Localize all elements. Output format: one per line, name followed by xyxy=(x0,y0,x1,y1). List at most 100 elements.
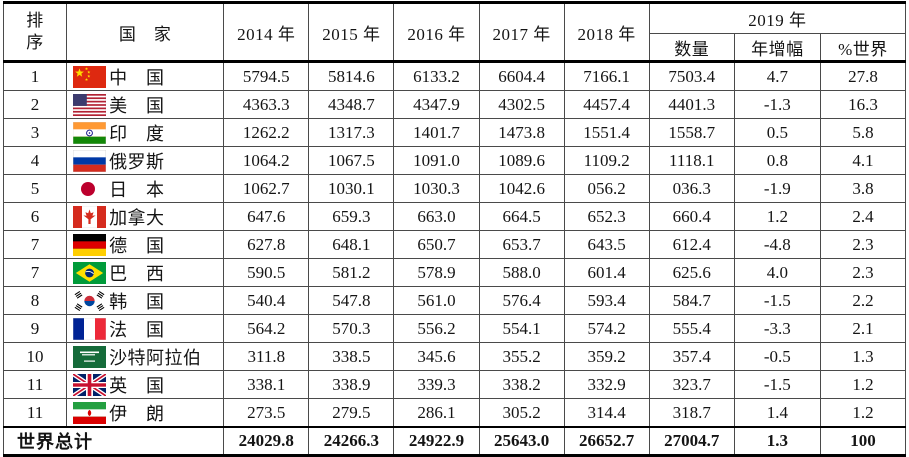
table-row: 1 中 国 5794.5 5814.6 6133.2 6604.4 7166.1 7503.4… xyxy=(2,61,907,91)
table-footer: 世界总计 24029.8 24266.3 24922.9 25643.0 26652.7… xyxy=(2,426,907,456)
country-name: 印 度 xyxy=(109,123,165,144)
table-header: 排序 国 家 2014 年 2015 年 2016 年 2017 年 2018 … xyxy=(2,2,907,62)
country-name: 加拿大 xyxy=(109,207,165,228)
value-cell: 570.3 xyxy=(308,314,395,343)
flag-ru-icon xyxy=(73,149,107,172)
value-cell: 2.1 xyxy=(819,314,907,343)
header-quantity: 数量 xyxy=(648,33,735,62)
value-cell: 314.4 xyxy=(563,398,650,428)
total-value-cell: 25643.0 xyxy=(478,426,565,456)
value-cell: 4.0 xyxy=(733,258,821,287)
value-cell: 1030.1 xyxy=(308,174,395,203)
header-year-2015: 2015 年 xyxy=(308,2,395,62)
value-cell: 7503.4 xyxy=(648,61,735,91)
total-value-cell: 24266.3 xyxy=(308,426,395,456)
value-cell: 4302.5 xyxy=(478,90,565,119)
value-cell: 584.7 xyxy=(648,286,735,315)
value-cell: 647.6 xyxy=(223,202,310,231)
value-cell: 357.4 xyxy=(648,342,735,371)
country-cell: 法 国 xyxy=(66,314,225,343)
value-cell: 27.8 xyxy=(819,61,907,91)
rank-cell: 2 xyxy=(2,90,68,119)
header-rank-label: 排序 xyxy=(26,10,44,52)
value-cell: 5.8 xyxy=(819,118,907,147)
value-cell: -4.8 xyxy=(733,230,821,259)
value-cell: 643.5 xyxy=(563,230,650,259)
country-cell: 英 国 xyxy=(66,370,225,399)
value-cell: 3.8 xyxy=(819,174,907,203)
value-cell: 590.5 xyxy=(223,258,310,287)
table-row: 8 韩 国 540.4 547.8 561.0 576.4 593.4 584.7 -1.5 2.… xyxy=(2,286,907,315)
table-row: 10 沙特阿拉伯 311.8 338.5 345.6 355.2 359.2 357.4 -0.… xyxy=(2,342,907,371)
rank-cell: 6 xyxy=(2,202,68,231)
rank-cell: 3 xyxy=(2,118,68,147)
value-cell: 555.4 xyxy=(648,314,735,343)
value-cell: 547.8 xyxy=(308,286,395,315)
header-year-2018: 2018 年 xyxy=(563,2,650,62)
value-cell: 650.7 xyxy=(393,230,480,259)
table-row: 7 德 国 627.8 648.1 650.7 653.7 643.5 612.4 -4.8 2.… xyxy=(2,230,907,259)
value-cell: 338.2 xyxy=(478,370,565,399)
total-value-cell: 100 xyxy=(819,426,907,456)
flag-br-icon xyxy=(73,261,107,284)
value-cell: 1030.3 xyxy=(393,174,480,203)
value-cell: 660.4 xyxy=(648,202,735,231)
header-year-2017: 2017 年 xyxy=(478,2,565,62)
value-cell: 2.2 xyxy=(819,286,907,315)
value-cell: 6604.4 xyxy=(478,61,565,91)
country-name: 法 国 xyxy=(109,319,165,340)
rank-cell: 10 xyxy=(2,342,68,371)
country-name: 中 国 xyxy=(109,67,165,88)
value-cell: 4457.4 xyxy=(563,90,650,119)
country-cell: 美 国 xyxy=(66,90,225,119)
value-cell: 338.9 xyxy=(308,370,395,399)
value-cell: 4.7 xyxy=(733,61,821,91)
value-cell: 1473.8 xyxy=(478,118,565,147)
country-cell: 沙特阿拉伯 xyxy=(66,342,225,371)
table-row: 3 印 度 1262.2 1317.3 1401.7 1473.8 1551.4 1558.7… xyxy=(2,118,907,147)
value-cell: 648.1 xyxy=(308,230,395,259)
header-country: 国 家 xyxy=(66,2,225,62)
country-name: 德 国 xyxy=(109,235,165,256)
value-cell: 556.2 xyxy=(393,314,480,343)
table-row: 7 巴 西 590.5 581.2 578.9 588.0 601.4 625.6 4.0 2.3 xyxy=(2,258,907,287)
flag-in-icon xyxy=(73,121,107,144)
value-cell: 1558.7 xyxy=(648,118,735,147)
value-cell: 1317.3 xyxy=(308,118,395,147)
value-cell: 4347.9 xyxy=(393,90,480,119)
value-cell: 338.5 xyxy=(308,342,395,371)
value-cell: 355.2 xyxy=(478,342,565,371)
value-cell: 1.2 xyxy=(819,370,907,399)
value-cell: 273.5 xyxy=(223,398,310,428)
value-cell: 16.3 xyxy=(819,90,907,119)
total-value-cell: 26652.7 xyxy=(563,426,650,456)
value-cell: 601.4 xyxy=(563,258,650,287)
value-cell: 1091.0 xyxy=(393,146,480,175)
value-cell: -0.5 xyxy=(733,342,821,371)
header-year-2019: 2019 年 xyxy=(648,2,907,34)
rank-cell: 7 xyxy=(2,258,68,287)
value-cell: 652.3 xyxy=(563,202,650,231)
country-cell: 韩 国 xyxy=(66,286,225,315)
value-cell: 2.3 xyxy=(819,230,907,259)
value-cell: 1.3 xyxy=(819,342,907,371)
country-name: 伊 朗 xyxy=(109,403,165,424)
flag-fr-icon xyxy=(73,317,107,340)
value-cell: 1118.1 xyxy=(648,146,735,175)
rank-cell: 7 xyxy=(2,230,68,259)
header-year-2016: 2016 年 xyxy=(393,2,480,62)
value-cell: 625.6 xyxy=(648,258,735,287)
total-value-cell: 24922.9 xyxy=(393,426,480,456)
rank-cell: 5 xyxy=(2,174,68,203)
value-cell: -3.3 xyxy=(733,314,821,343)
flag-cn-icon xyxy=(73,65,107,88)
value-cell: 0.5 xyxy=(733,118,821,147)
value-cell: -1.9 xyxy=(733,174,821,203)
value-cell: 561.0 xyxy=(393,286,480,315)
country-name: 巴 西 xyxy=(109,263,165,284)
flag-de-icon xyxy=(73,233,107,256)
country-cell: 伊 朗 xyxy=(66,398,225,428)
value-cell: 1551.4 xyxy=(563,118,650,147)
value-cell: 627.8 xyxy=(223,230,310,259)
value-cell: 323.7 xyxy=(648,370,735,399)
